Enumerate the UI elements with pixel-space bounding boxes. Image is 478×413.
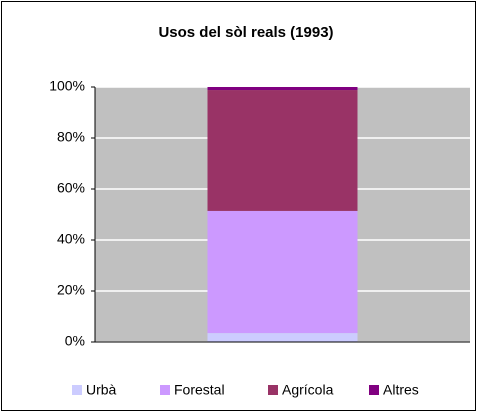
legend-swatch [268, 385, 278, 395]
y-tick-label: 40% [57, 231, 85, 247]
y-tick-label: 60% [57, 180, 85, 196]
legend-label: Urbà [86, 382, 117, 398]
bar-segment [207, 90, 358, 211]
y-tick-label: 0% [65, 333, 85, 349]
legend-label: Agrícola [282, 382, 334, 398]
legend-swatch [369, 385, 379, 395]
y-tick-label: 100% [49, 78, 85, 94]
legend-swatch [160, 385, 170, 395]
bar-segment [207, 87, 358, 91]
chart-title: Usos del sòl reals (1993) [158, 24, 333, 41]
y-tick-label: 80% [57, 129, 85, 145]
legend-label: Forestal [174, 382, 225, 398]
bar-segment [207, 210, 358, 334]
bar-segment [207, 333, 358, 342]
legend-swatch [72, 385, 82, 395]
y-tick-label: 20% [57, 282, 85, 298]
legend-label: Altres [383, 382, 419, 398]
